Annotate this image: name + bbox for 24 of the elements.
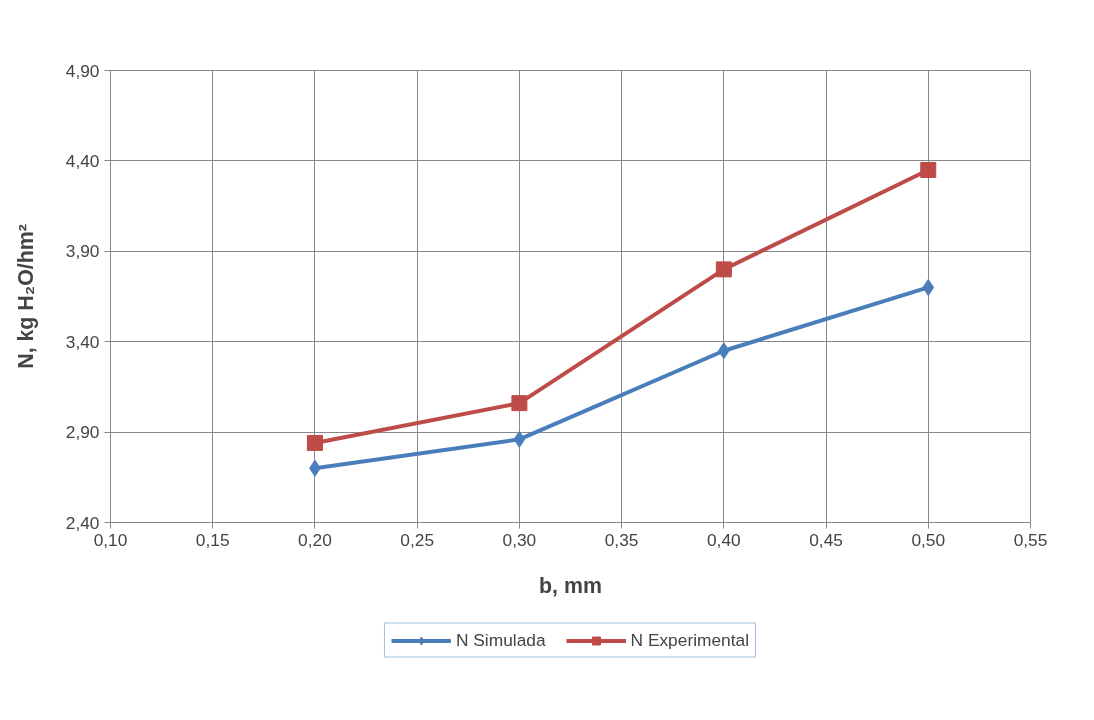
x-tick-label: 0,55 bbox=[1013, 529, 1048, 550]
x-tick-label: 0,45 bbox=[809, 529, 843, 550]
x-tick-label: 0,30 bbox=[502, 529, 537, 550]
y-tick-label: 4,90 bbox=[65, 60, 100, 81]
y-tick-label: 3,90 bbox=[65, 241, 100, 262]
legend-label: N Experimental bbox=[630, 629, 750, 651]
x-tick-label: 0,15 bbox=[195, 529, 230, 550]
point bbox=[920, 161, 937, 178]
point bbox=[715, 261, 732, 278]
x-tick-label: 0,20 bbox=[298, 529, 332, 550]
y-axis-title: N, kg H₂O/hm² bbox=[13, 224, 38, 369]
point bbox=[511, 395, 528, 412]
y-tick-label: 4,40 bbox=[65, 150, 100, 171]
x-tick-label: 0,50 bbox=[911, 529, 946, 550]
point bbox=[922, 278, 935, 296]
x-axis-title: b, mm bbox=[539, 573, 602, 598]
y-tick-label: 2,90 bbox=[65, 422, 100, 443]
legend-label: N Simulada bbox=[455, 629, 546, 651]
x-tick-label: 0,35 bbox=[604, 529, 639, 550]
x-tick-label: 0,40 bbox=[706, 529, 741, 550]
point bbox=[513, 430, 526, 448]
y-tick-label: 3,40 bbox=[65, 331, 100, 352]
x-tick-label: 0,25 bbox=[400, 529, 435, 550]
point bbox=[306, 434, 323, 451]
